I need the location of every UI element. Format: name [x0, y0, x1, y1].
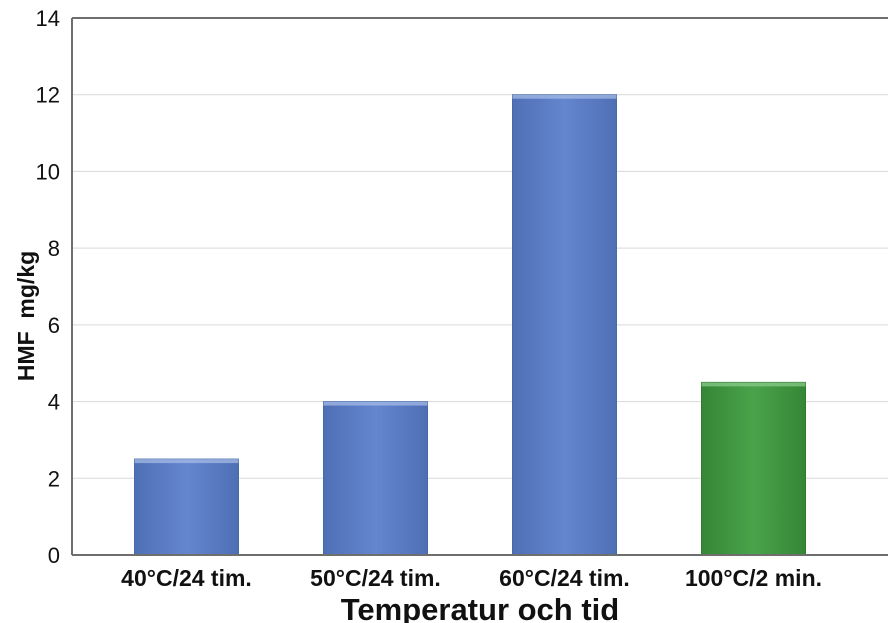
x-tick-label: 100°C/2 min.	[685, 565, 822, 591]
bar-top-highlight	[701, 382, 806, 387]
y-tick-label: 6	[48, 313, 60, 338]
bar-2	[323, 401, 428, 556]
bar-top-highlight	[323, 401, 428, 406]
axes	[71, 17, 888, 556]
x-tick-label: 50°C/24 tim.	[310, 565, 441, 591]
y-tick-label: 14	[36, 6, 60, 31]
x-tick-label: 40°C/24 tim.	[121, 565, 252, 591]
bar-1	[134, 458, 239, 556]
y-tick-label: 2	[48, 466, 60, 491]
y-tick-labels: 0 2 4 6 8 10 12 14	[36, 6, 60, 568]
bar-4	[701, 381, 806, 556]
y-tick-label: 10	[36, 159, 60, 184]
x-tick-label: 60°C/24 tim.	[499, 565, 630, 591]
x-tick-labels: 40°C/24 tim. 50°C/24 tim. 60°C/24 tim. 100°…	[121, 565, 822, 591]
y-tick-label: 0	[48, 543, 60, 568]
bar-top-highlight	[512, 94, 617, 99]
bars	[134, 94, 806, 556]
bar-top-highlight	[134, 459, 239, 464]
y-axis-title: HMF mg/kg	[13, 251, 39, 381]
y-tick-label: 8	[48, 236, 60, 261]
y-tick-label: 4	[48, 390, 60, 415]
x-axis-title: Temperatur och tid	[341, 592, 619, 623]
y-tick-label: 12	[36, 83, 60, 108]
bar-3	[512, 94, 617, 556]
